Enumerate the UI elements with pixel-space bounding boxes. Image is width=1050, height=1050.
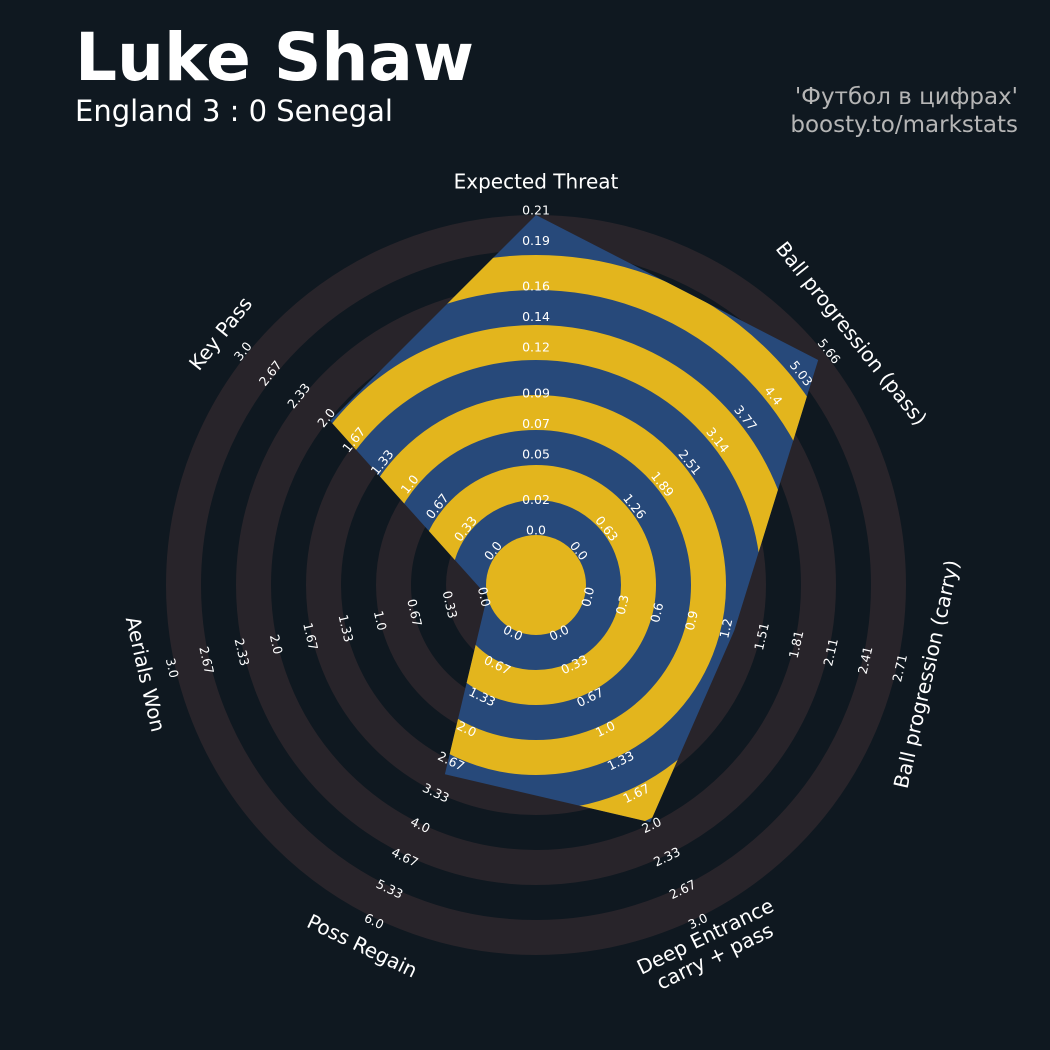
tick-label: 1.2 [716, 617, 735, 640]
tick-label: 2.33 [232, 637, 253, 667]
tick-label: 0.9 [682, 609, 701, 632]
tick-label: 2.41 [855, 645, 876, 675]
tick-label: 0.12 [522, 340, 550, 355]
tick-label: 1.81 [786, 629, 807, 659]
radar-band [486, 535, 586, 635]
tick-label: 0.19 [522, 233, 550, 248]
tick-label: 0.6 [647, 601, 666, 624]
tick-label: 1.51 [751, 621, 772, 651]
tick-label: 2.67 [196, 645, 217, 675]
tick-label: 2.11 [820, 637, 841, 667]
tick-label: 0.0 [578, 585, 597, 608]
tick-label: 0.02 [522, 492, 550, 507]
tick-label: 0.14 [522, 309, 550, 324]
tick-label: 1.0 [371, 609, 390, 632]
tick-label: 0.05 [522, 446, 550, 461]
credit: 'Футбол в цифрах' [795, 84, 1018, 110]
radar-band [330, 255, 819, 823]
chart-title: Luke Shaw [75, 19, 474, 96]
tick-label: 0.21 [522, 203, 550, 218]
tick-label: 0.07 [522, 416, 550, 431]
tick-label: 0.0 [475, 585, 494, 608]
tick-label: 2.71 [889, 653, 910, 683]
axis-label: Expected Threat [454, 170, 619, 194]
tick-label: 0.67 [404, 597, 425, 627]
tick-label: 0.0 [526, 523, 546, 538]
tick-label: 0.16 [522, 279, 550, 294]
tick-label: 0.3 [613, 593, 632, 616]
credit: boosty.to/markstats [790, 112, 1018, 138]
tick-label: 0.09 [522, 385, 550, 400]
chart-subtitle: England 3 : 0 Senegal [75, 94, 393, 128]
tick-label: 3.0 [163, 657, 182, 680]
tick-label: 1.33 [336, 613, 357, 643]
tick-label: 1.67 [300, 621, 321, 651]
tick-label: 0.33 [440, 589, 461, 619]
tick-label: 2.0 [267, 633, 286, 656]
